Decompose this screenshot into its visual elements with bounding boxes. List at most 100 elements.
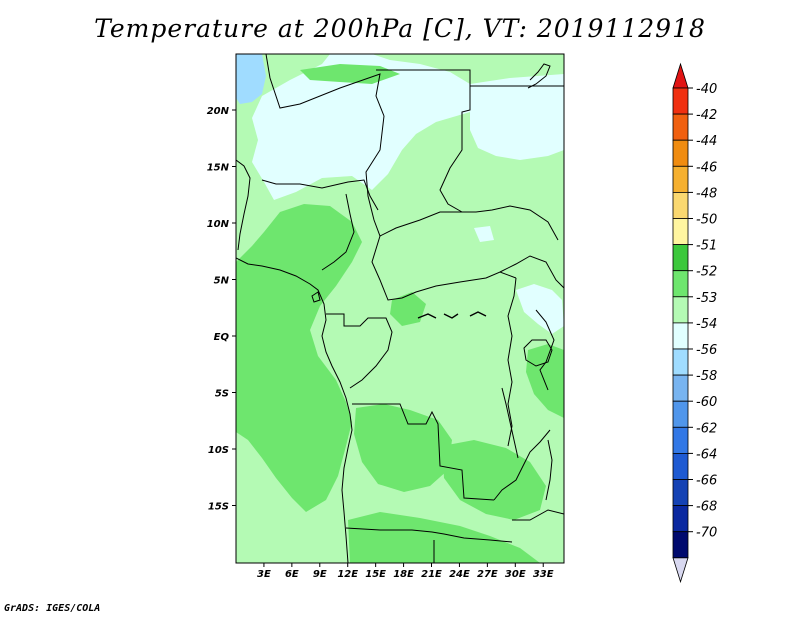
colorbar-label: -51 <box>696 239 717 254</box>
colorbar-label: -40 <box>696 82 717 97</box>
colorbar-label: -62 <box>696 421 717 436</box>
lon-tick-label: 3E <box>257 569 271 580</box>
colorbar-swatch <box>672 296 689 324</box>
colorbar-label: -46 <box>696 160 717 175</box>
colorbar-label: -48 <box>696 186 717 201</box>
border-gabon-congo <box>326 313 393 389</box>
colorbar-top-arrow <box>672 62 689 89</box>
lon-tick-label: 6E <box>285 569 299 580</box>
lat-tick-label: 10S <box>208 445 229 456</box>
border-ssudan-east <box>499 255 564 289</box>
lon-tick-label: 21E <box>421 569 442 580</box>
latitude-axis: 20N 15N 10N 5N EQ 5S 10S 15S <box>207 106 236 513</box>
colorbar-swatch <box>672 426 689 454</box>
colorbar-label: -66 <box>696 474 717 489</box>
border-east-great-lakes <box>507 277 517 447</box>
lake-victoria <box>523 339 553 367</box>
lat-tick-label: 15N <box>207 163 230 174</box>
border-car-south <box>371 235 517 301</box>
field-green-central <box>390 292 426 326</box>
map-plot-area <box>236 54 564 563</box>
colorbar-label: -58 <box>696 369 717 384</box>
border-north-2 <box>376 69 471 213</box>
border-niger-nigeria <box>261 179 379 211</box>
field-pale-cyan-speck <box>474 226 494 242</box>
river-congo-2 <box>443 313 459 319</box>
west-coast-upper <box>236 159 251 251</box>
colorbar-swatch <box>672 452 689 480</box>
colorbar-label: -52 <box>696 265 717 280</box>
map-frame <box>235 53 565 564</box>
red-sea-coast <box>527 63 551 89</box>
lat-tick-label: 10N <box>207 219 230 230</box>
colorbar-swatch <box>672 348 689 376</box>
border-drc-angola <box>352 403 495 501</box>
lon-tick-label: 27E <box>477 569 498 580</box>
colorbar-label: -53 <box>696 291 717 306</box>
map-boundaries <box>236 54 564 563</box>
colorbar-swatch <box>672 322 689 350</box>
longitude-axis: 3E 6E 9E 12E 15E 18E 21E 24E 27E 30E 33E <box>257 563 554 580</box>
map-title: Temperature at 200hPa [C], VT: 201911291… <box>94 14 706 43</box>
colorbar-label: -54 <box>696 317 717 332</box>
lon-tick-label: 15E <box>365 569 386 580</box>
field-green-west <box>236 204 362 512</box>
field-pale-cyan-north <box>236 54 470 200</box>
colorbar-swatch <box>672 218 689 246</box>
lat-tick-label: EQ <box>214 332 230 343</box>
colorbar-label: -42 <box>696 108 717 123</box>
field-green-south <box>348 512 540 563</box>
river-congo-1 <box>417 313 437 319</box>
colorbar-swatch <box>672 87 689 115</box>
field-pale-cyan-northeast <box>470 74 564 160</box>
colorbar-swatch <box>672 374 689 402</box>
lon-tick-label: 24E <box>449 569 470 580</box>
lake-tanganyika <box>501 387 519 459</box>
colorbar-label: -56 <box>696 343 717 358</box>
lon-tick-label: 30E <box>505 569 526 580</box>
colorbar-swatch <box>672 165 689 193</box>
colorbar-label: -60 <box>696 395 717 410</box>
river-congo-3 <box>469 311 487 317</box>
border-uganda-kenya <box>535 309 555 391</box>
colorbar-label: -44 <box>696 134 717 149</box>
colorbar-swatch <box>672 191 689 219</box>
field-pale-cyan-east <box>516 284 564 334</box>
colorbar-swatch <box>672 270 689 298</box>
lon-tick-label: 9E <box>313 569 327 580</box>
field-green-angola <box>354 404 452 492</box>
grads-credit: GrADS: IGES/COLA <box>4 603 101 614</box>
lon-tick-label: 12E <box>337 569 358 580</box>
field-green-zambia <box>442 440 546 520</box>
colorbar: -40 -42 -44 -46 -48 -50 -51 -52 -53 -54 -56 -58 -60 -… <box>672 62 717 584</box>
coastline <box>236 257 353 563</box>
border-zambia-south <box>512 509 564 521</box>
lon-tick-label: 18E <box>393 569 414 580</box>
colorbar-swatch <box>672 139 689 167</box>
colorbar-swatch <box>672 531 689 559</box>
lat-tick-label: 5S <box>215 389 229 400</box>
lat-tick-label: 15S <box>208 502 229 513</box>
lat-tick-label: 5N <box>214 276 230 287</box>
border-sudan-ssudan <box>462 205 559 241</box>
colorbar-label: -64 <box>696 447 717 462</box>
field-light-blue-corner <box>236 54 266 104</box>
lake-nw-coast <box>311 291 321 303</box>
lat-tick-label: 20N <box>207 106 230 117</box>
field-green-east <box>526 344 564 418</box>
border-angola-namibia <box>345 527 513 543</box>
colorbar-label: -68 <box>696 500 717 515</box>
colorbar-swatch <box>672 244 689 272</box>
border-cameroon-nigeria <box>321 193 355 271</box>
colorbar-label: -50 <box>696 213 717 228</box>
border-north-1 <box>236 54 385 117</box>
border-chad-car <box>365 115 462 237</box>
colorbar-label: -70 <box>696 526 717 541</box>
field-green-north-streak <box>300 64 400 84</box>
colorbar-swatch <box>672 113 689 141</box>
colorbar-bottom-arrow <box>672 557 689 584</box>
border-drc-zambia <box>493 429 551 501</box>
lon-tick-label: 33E <box>533 569 554 580</box>
colorbar-swatch <box>672 479 689 507</box>
colorbar-swatch <box>672 505 689 533</box>
